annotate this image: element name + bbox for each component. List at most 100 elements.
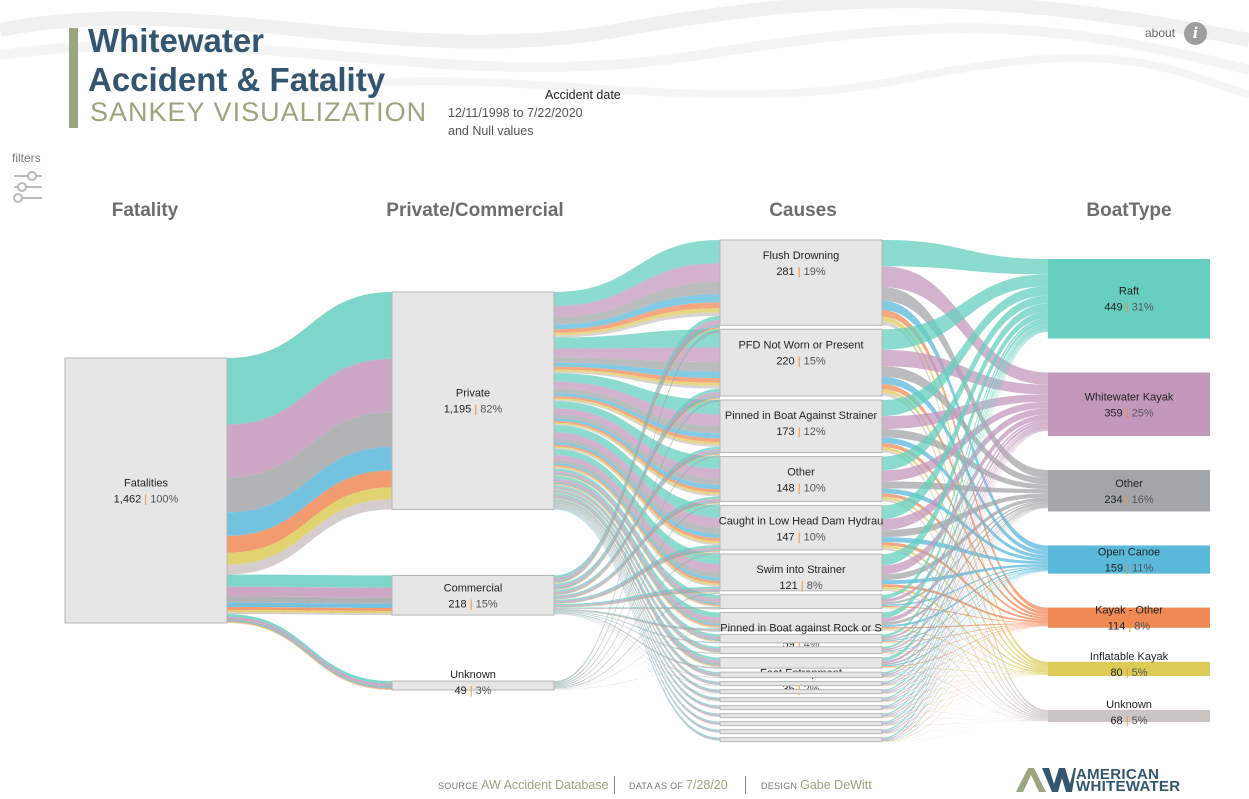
flow-link <box>554 553 720 688</box>
flow-link <box>882 326 1048 661</box>
footer-design-value[interactable]: Gabe DeWitt <box>800 778 872 792</box>
flow-link <box>554 422 720 495</box>
sankey-node-causes-14[interactable] <box>719 697 883 703</box>
flow-link <box>554 470 720 602</box>
sankey-node-label: PFD Not Worn or Present <box>738 339 863 351</box>
flow-link <box>882 674 1048 734</box>
sankey-node-causes-1[interactable] <box>719 328 883 397</box>
flow-link <box>554 332 720 683</box>
sankey-node-causes-15[interactable] <box>719 705 883 711</box>
flow-link <box>882 545 1048 672</box>
flow-link <box>554 545 720 602</box>
sankey-node-value: 1,462 | 100% <box>114 494 179 506</box>
american-whitewater-logo-mark[interactable] <box>1014 766 1076 794</box>
sankey-node-causes-7[interactable] <box>719 611 883 631</box>
node-separator: | <box>1126 563 1132 575</box>
flow-link <box>227 602 392 608</box>
flow-link <box>554 611 720 643</box>
filters-sliders-icon[interactable] <box>12 170 44 204</box>
flow-link <box>882 331 1048 739</box>
info-icon[interactable]: i <box>1184 22 1207 45</box>
sankey-node-boattype-2[interactable] <box>1048 470 1210 512</box>
flow-link <box>554 613 720 686</box>
sankey-node-private-commercial-2[interactable] <box>391 680 555 691</box>
sankey-node-causes-16[interactable] <box>719 713 883 719</box>
page-title-line1: Whitewater <box>88 22 265 59</box>
node-separator: | <box>798 531 804 543</box>
flow-link <box>554 502 720 600</box>
sankey-node-causes-3[interactable] <box>719 456 883 502</box>
node-count: 359 <box>1104 407 1125 419</box>
date-filter-null: and Null values <box>448 124 534 138</box>
node-separator: | <box>1126 667 1132 679</box>
flow-link <box>882 626 1048 742</box>
flow-link <box>554 588 720 607</box>
footer-data-as-of-value: 7/28/20 <box>686 778 728 792</box>
flow-link <box>882 330 1048 707</box>
flow-link <box>882 303 1048 520</box>
sankey-node-boattype-3[interactable] <box>1048 545 1210 574</box>
sankey-node-causes-5[interactable] <box>719 553 883 592</box>
flow-link <box>554 668 720 690</box>
flow-link <box>554 396 720 590</box>
sankey-node-boattype-0[interactable] <box>1048 259 1210 339</box>
flow-link <box>882 392 1048 715</box>
flow-link <box>554 495 720 663</box>
flow-link <box>554 506 720 701</box>
node-count: 114 <box>1108 621 1129 633</box>
flow-link <box>554 498 720 667</box>
node-count: 121 <box>779 580 800 592</box>
sankey-node-causes-10[interactable] <box>719 657 883 669</box>
sankey-node-boattype-1[interactable] <box>1048 372 1210 437</box>
flow-link <box>554 401 720 685</box>
flow-link <box>554 369 720 386</box>
flow-link <box>554 593 720 689</box>
filters-label[interactable]: filters <box>12 151 41 165</box>
sankey-node-boattype-4[interactable] <box>1048 607 1210 628</box>
footer-design: DESIGN Gabe DeWitt <box>761 778 872 792</box>
flow-link <box>882 506 1048 685</box>
sankey-node-causes-4[interactable] <box>719 504 883 551</box>
sankey-node-causes-2[interactable] <box>719 399 883 454</box>
flow-link <box>554 498 720 598</box>
flow-link <box>882 428 1048 684</box>
footer-design-label: DESIGN <box>761 781 798 791</box>
footer-source-label: SOURCE <box>438 781 479 791</box>
sankey-node-causes-9[interactable] <box>719 646 883 655</box>
flow-link <box>554 591 720 607</box>
sankey-node-fatality-0[interactable] <box>64 357 228 624</box>
flow-link <box>882 667 1048 675</box>
flow-link <box>227 612 392 616</box>
node-separator: | <box>798 266 804 278</box>
sankey-node-value: 218 | 15% <box>448 598 498 610</box>
node-separator: | <box>470 685 476 697</box>
date-filter-range[interactable]: 12/11/1998 to 7/22/2020 <box>448 106 583 120</box>
flow-link <box>554 408 720 479</box>
sankey-node-causes-13[interactable] <box>719 689 883 695</box>
title-accent-bar <box>69 28 78 128</box>
footer-source-value[interactable]: AW Accident Database <box>481 778 609 792</box>
node-separator: | <box>801 580 807 592</box>
flow-link <box>882 430 1048 724</box>
node-percent: 8% <box>1134 621 1150 633</box>
flow-link <box>554 593 720 689</box>
flow-link <box>554 668 720 690</box>
sankey-node-causes-19[interactable] <box>719 737 883 743</box>
sankey-node-causes-8[interactable] <box>719 633 883 644</box>
about-label[interactable]: about <box>1145 26 1176 40</box>
sankey-node-private-commercial-1[interactable] <box>391 574 555 616</box>
sankey-node-causes-17[interactable] <box>719 721 883 727</box>
sankey-node-boattype-5[interactable] <box>1048 661 1210 676</box>
flow-link <box>554 503 720 686</box>
sankey-node-causes-12[interactable] <box>719 681 883 687</box>
sankey-node-causes-6[interactable] <box>719 594 883 609</box>
sankey-node-private-commercial-0[interactable] <box>391 291 555 510</box>
sankey-node-causes-18[interactable] <box>719 729 883 735</box>
sankey-node-boattype-6[interactable] <box>1048 709 1210 722</box>
flow-link <box>554 425 720 518</box>
flow-link <box>554 504 720 687</box>
flow-link <box>554 455 720 685</box>
sankey-node-causes-11[interactable] <box>719 671 883 679</box>
flow-link <box>227 446 392 536</box>
sankey-node-causes-0[interactable] <box>719 239 883 326</box>
